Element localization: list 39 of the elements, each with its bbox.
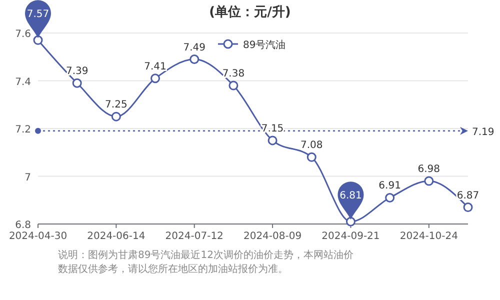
text: 7.41: [144, 61, 166, 72]
point: [385, 192, 395, 202]
y-tick-label: 7: [24, 172, 31, 184]
point: [72, 78, 82, 88]
annotation: 6.81: [340, 190, 362, 202]
point: [33, 35, 43, 45]
x-tick-label: 2024-06-14: [87, 231, 146, 242]
y-tick-label: 7.4: [15, 76, 31, 88]
text: 6.91: [378, 180, 401, 192]
ref-line-label: 7.19: [472, 126, 494, 138]
text: 7.49: [183, 42, 206, 54]
point: [111, 112, 121, 122]
point: [190, 54, 200, 64]
x-tick-label: 2024-07-12: [165, 231, 224, 242]
text: 6.87: [456, 190, 480, 202]
text: 7.38: [222, 68, 245, 80]
point: [268, 136, 278, 146]
x-tick-label: 2024-04-30: [8, 231, 68, 242]
chart-title: (单位：元/升): [209, 4, 291, 20]
x-tick-label: 2024-08-09: [243, 231, 302, 242]
text: 7.25: [105, 100, 128, 111]
text: 7.39: [66, 66, 88, 78]
y-tick-label: 7.6: [15, 29, 31, 40]
x-tick-label: 2024-09-21: [322, 231, 380, 242]
y-tick-label: 7.2: [15, 124, 31, 136]
text: 说明：图例为甘肃89号汽油最近12次调价的油价走势，本网站油价数据仅供参考，请以您所在地区的加油站报价为准。: [58, 249, 354, 275]
x-tick-label: 2024-10-24: [400, 231, 458, 242]
point: [150, 74, 160, 84]
text: 7.08: [300, 140, 323, 152]
point: [228, 80, 238, 90]
pin-marker: 6.81: [338, 182, 364, 220]
point: [424, 176, 434, 186]
point: [346, 216, 356, 226]
annotation: 7.57: [26, 9, 50, 20]
legend-label: 89号汽油: [243, 39, 286, 51]
point: [463, 202, 473, 212]
text: 6.98: [418, 164, 440, 176]
point: [306, 152, 316, 162]
y-tick-label: 6.8: [15, 220, 31, 231]
